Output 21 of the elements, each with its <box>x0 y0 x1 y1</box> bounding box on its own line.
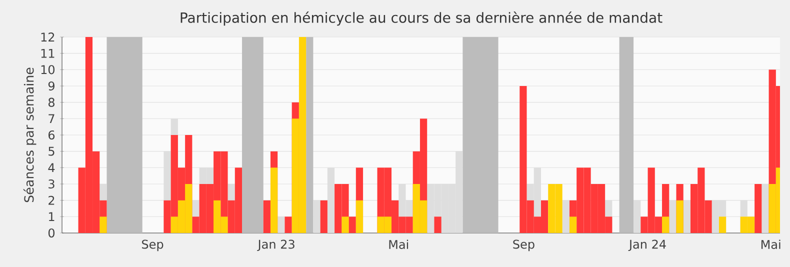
x-tick-label: Mai <box>761 240 780 249</box>
y-axis-title: Séances par semaine <box>23 68 36 202</box>
y-tick-label: 4 <box>48 163 55 172</box>
x-tick-label: Jan 23 <box>257 240 294 252</box>
y-tick-label: 1 <box>48 212 54 222</box>
x-tick-label: Sep <box>513 240 534 252</box>
y-tick-label: 9 <box>48 81 54 91</box>
y-tick-label: 7 <box>48 114 54 124</box>
x-tick-label: Sep <box>142 240 164 252</box>
y-tick-label: 10 <box>41 65 55 74</box>
y-tick-label: 8 <box>48 98 54 107</box>
x-tick-label: Mai <box>389 240 408 249</box>
y-tick-label: 3 <box>48 179 54 189</box>
y-tick-label: 5 <box>48 146 54 156</box>
y-tick-label: 0 <box>48 228 55 238</box>
y-tick-label: 12 <box>41 32 54 42</box>
y-tick-label: 11 <box>41 48 54 58</box>
x-tick-label: Jan 24 <box>628 240 666 252</box>
y-tick-label: 2 <box>48 196 54 205</box>
y-tick-label: 6 <box>48 130 55 140</box>
chart-title: Participation en hémicycle au cours de sa dernière année de mandat <box>180 12 662 26</box>
